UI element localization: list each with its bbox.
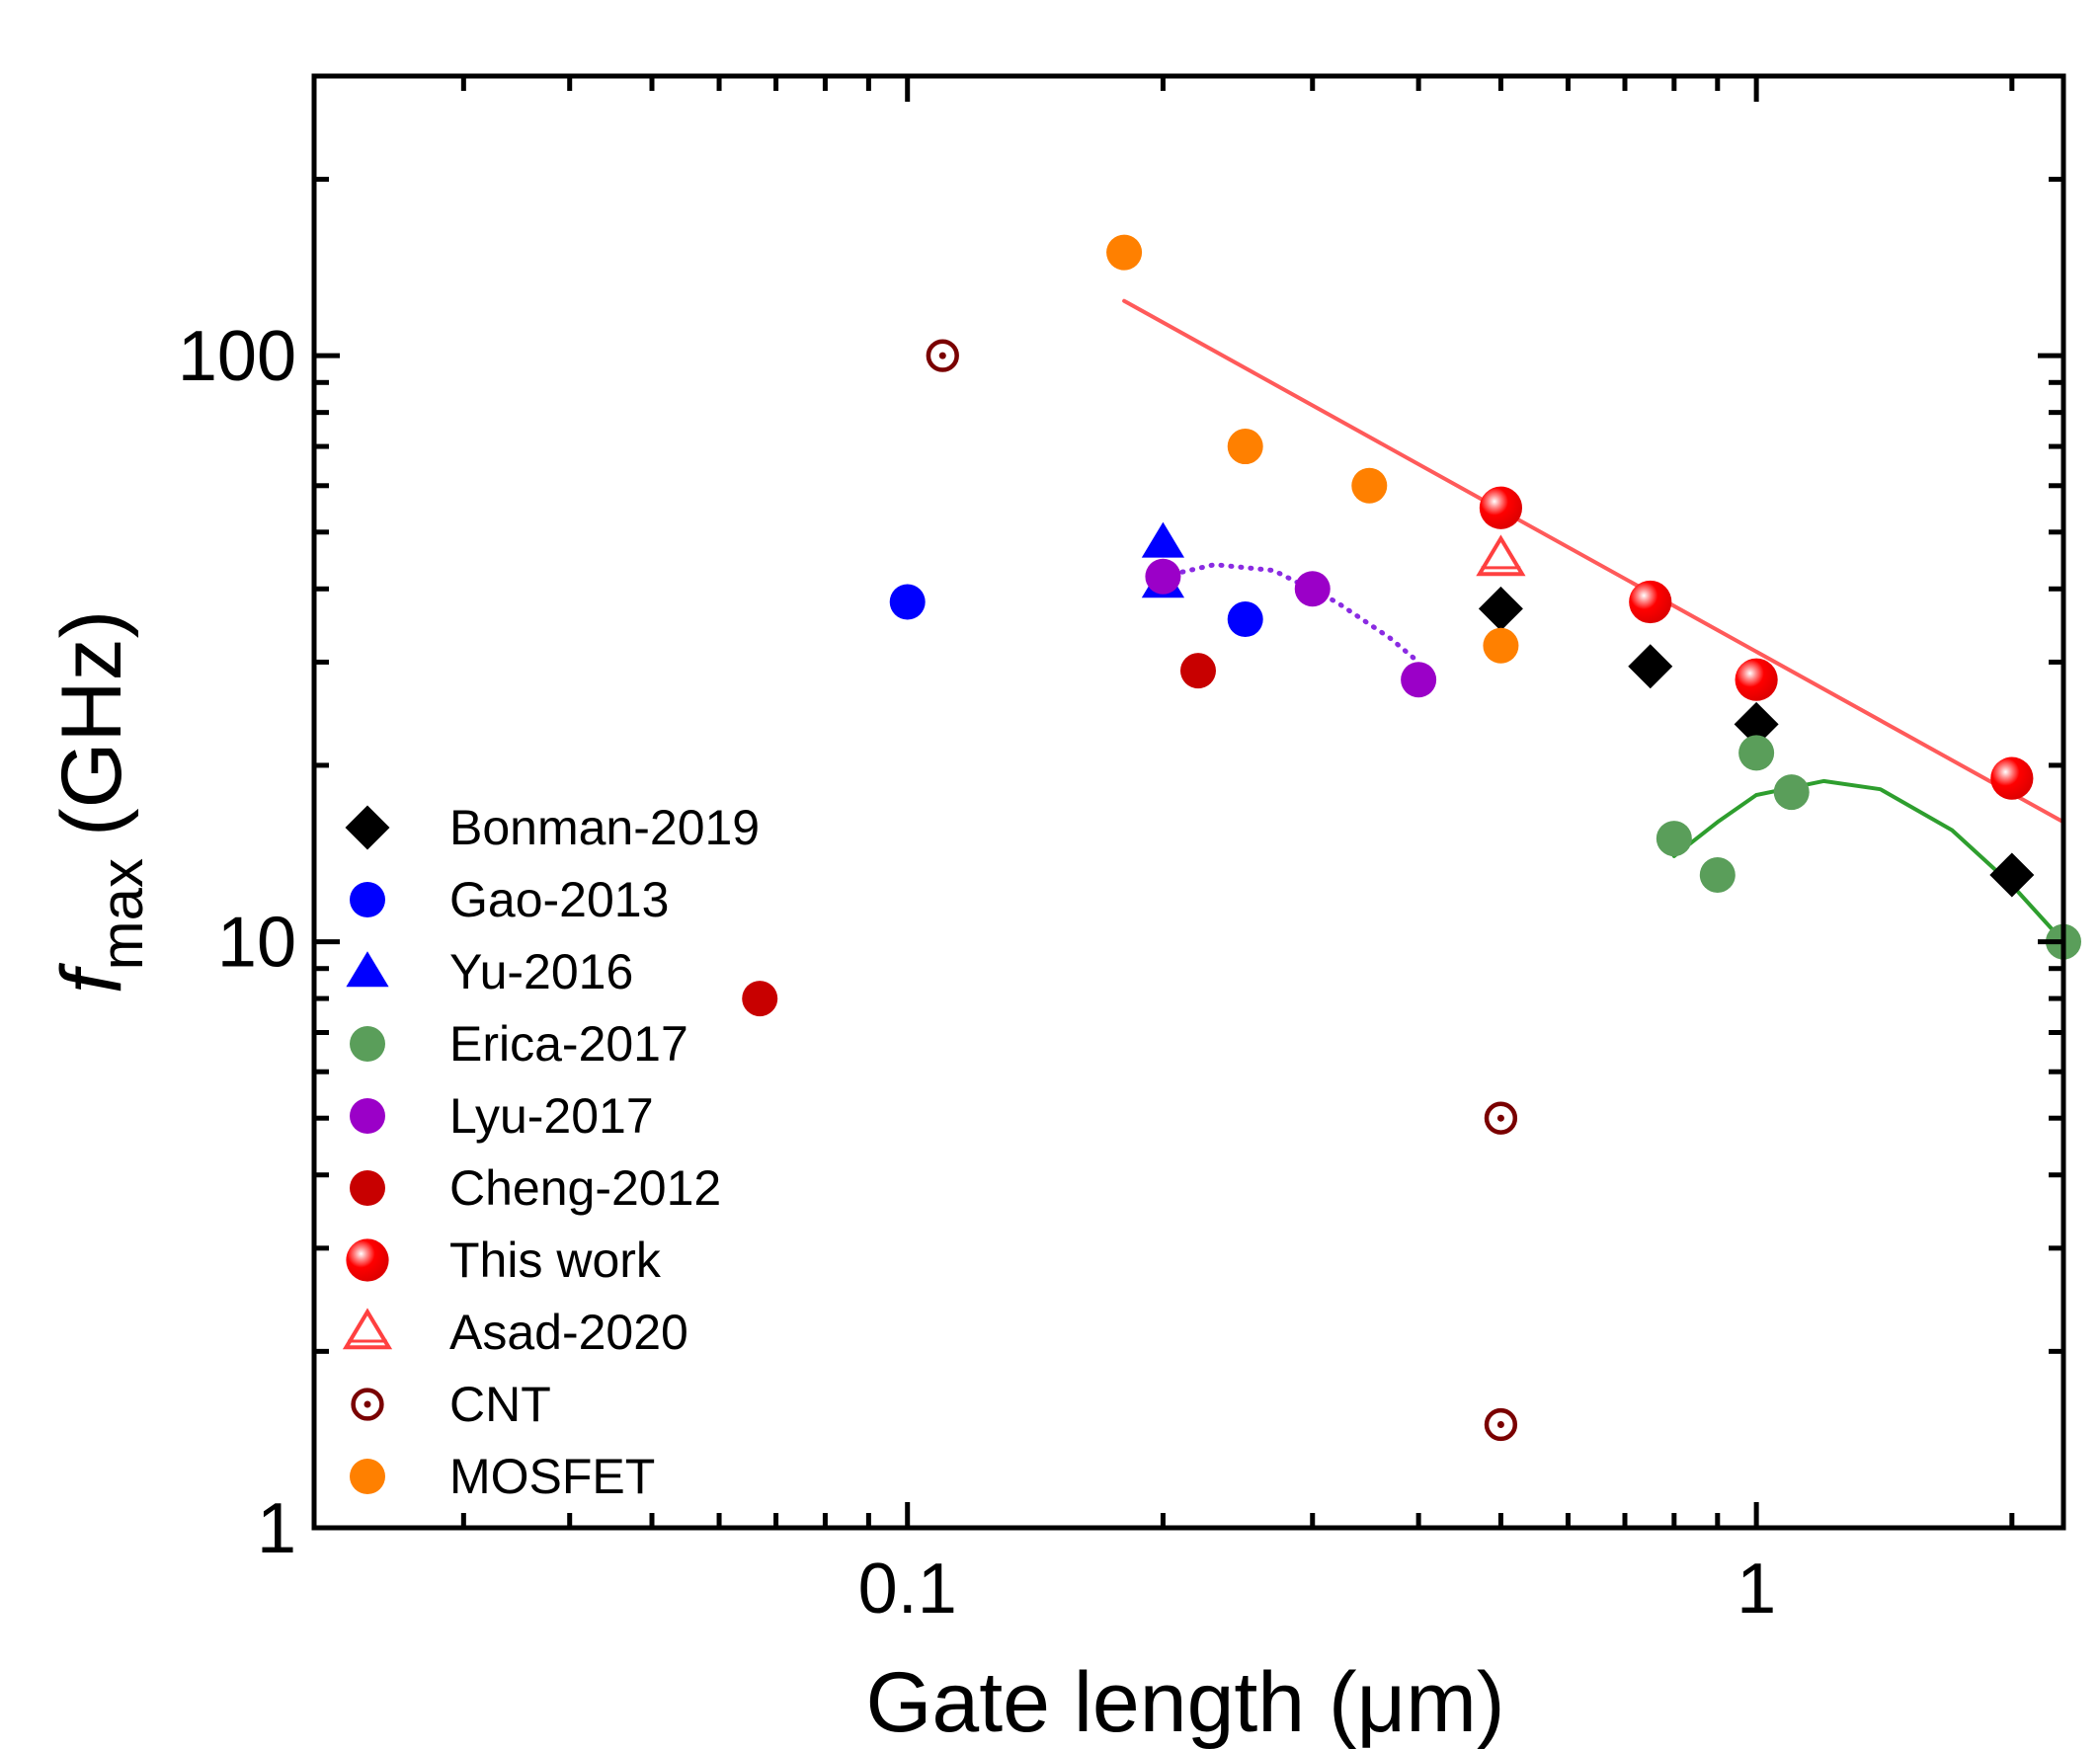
point-bonman-2019 xyxy=(1989,852,2035,898)
series-cheng-2012 xyxy=(742,653,1216,1017)
legend-label: Asad-2020 xyxy=(449,1305,688,1360)
legend-marker-dot xyxy=(363,1400,371,1408)
point-lyu-2017 xyxy=(1145,558,1181,595)
point-bonman-2019 xyxy=(1628,644,1673,689)
point-this-work xyxy=(1479,486,1523,529)
legend-marker xyxy=(345,805,390,850)
point-gao-2013 xyxy=(889,584,926,620)
data-points xyxy=(742,234,2081,1442)
legend-item-mosfet: MOSFET xyxy=(350,1449,655,1504)
point-lyu-2017 xyxy=(1294,571,1331,607)
legend-label: MOSFET xyxy=(449,1449,655,1504)
svg-text:fmax(GHz): fmax(GHz) xyxy=(44,610,155,994)
x-tick-label: 1 xyxy=(1737,1550,1776,1629)
legend: Bonman-2019 Gao-2013 Yu-2016 Erica-2017 Lyu-… xyxy=(342,800,760,1504)
legend-item-asad-2020: Asad-2020 xyxy=(342,1305,688,1360)
axis-ticks xyxy=(311,73,2063,1531)
x-axis-label: Gate length (μm) xyxy=(865,1655,1504,1749)
series-this-work xyxy=(1479,486,2034,800)
point-cnt-dot xyxy=(1496,1421,1504,1429)
legend-marker xyxy=(350,1170,385,1206)
legend-label: Lyu-2017 xyxy=(449,1088,654,1144)
point-bonman-2019 xyxy=(1478,586,1523,631)
legend-item-cheng-2012: Cheng-2012 xyxy=(350,1160,721,1216)
legend-label: Gao-2013 xyxy=(449,872,669,927)
series-mosfet xyxy=(1106,234,1519,664)
series-asad-2020 xyxy=(1476,534,1526,577)
legend-item-cnt: CNT xyxy=(351,1377,551,1432)
series-cnt xyxy=(926,339,1518,1442)
point-cheng-2012 xyxy=(1179,653,1216,689)
series-bonman-2019 xyxy=(1478,586,2035,898)
point-gao-2013 xyxy=(1227,601,1263,638)
y-label-unit: (GHz) xyxy=(44,610,139,836)
tick-labels: 0.1 1 1 10 100 xyxy=(178,317,1776,1629)
series-gao-2013 xyxy=(889,584,1263,638)
point-lyu-2017 xyxy=(1401,662,1437,698)
point-this-work xyxy=(1990,756,2034,800)
legend-marker xyxy=(342,1308,393,1350)
legend-label: Erica-2017 xyxy=(449,1016,688,1072)
point-erica-2017 xyxy=(1656,821,1692,857)
legend-item-bonman-2019: Bonman-2019 xyxy=(345,800,760,855)
legend-marker xyxy=(346,1238,389,1282)
legend-marker xyxy=(350,1026,385,1062)
legend-label: Cheng-2012 xyxy=(449,1160,721,1216)
legend-item-this-work: This work xyxy=(346,1232,662,1288)
legend-marker xyxy=(350,1459,385,1494)
fit-line-this-work-trend xyxy=(1122,298,2065,825)
y-label-subscript: max xyxy=(89,858,155,970)
point-mosfet xyxy=(1351,467,1388,504)
point-bonman-2019 xyxy=(1734,701,1779,747)
point-cnt-dot xyxy=(1496,1114,1504,1122)
point-mosfet xyxy=(1227,429,1263,465)
legend-marker xyxy=(350,882,385,917)
legend-item-yu-2016: Yu-2016 xyxy=(346,944,633,999)
point-yu-2016 xyxy=(1141,521,1185,558)
legend-label: Bonman-2019 xyxy=(449,800,760,855)
point-this-work xyxy=(1735,658,1778,701)
y-tick-label: 1 xyxy=(257,1489,296,1568)
series-lyu-2017 xyxy=(1145,558,1437,698)
legend-marker xyxy=(346,951,389,988)
y-axis-label: fmax(GHz) xyxy=(44,610,155,994)
legend-item-lyu-2017: Lyu-2017 xyxy=(350,1088,654,1144)
legend-item-gao-2013: Gao-2013 xyxy=(350,872,669,927)
fit-line-lyu-2017-trend xyxy=(1160,562,1421,665)
point-erica-2017 xyxy=(1738,735,1775,771)
legend-label: Yu-2016 xyxy=(449,944,633,999)
x-tick-label: 0.1 xyxy=(858,1550,957,1629)
y-tick-label: 10 xyxy=(217,904,296,983)
point-cheng-2012 xyxy=(742,981,778,1017)
point-cnt-dot xyxy=(938,352,946,359)
point-mosfet xyxy=(1106,234,1143,271)
legend-marker xyxy=(350,1098,385,1134)
legend-label: This work xyxy=(449,1232,662,1288)
y-tick-label: 100 xyxy=(178,317,296,396)
point-asad-2020 xyxy=(1476,534,1526,577)
point-this-work xyxy=(1629,580,1672,624)
legend-label: CNT xyxy=(449,1377,551,1432)
point-mosfet xyxy=(1483,627,1519,664)
legend-item-erica-2017: Erica-2017 xyxy=(350,1016,688,1072)
plot-frame xyxy=(311,73,2066,1531)
trend-lines xyxy=(1122,298,2065,944)
point-erica-2017 xyxy=(1773,774,1810,811)
point-erica-2017 xyxy=(1699,856,1736,893)
